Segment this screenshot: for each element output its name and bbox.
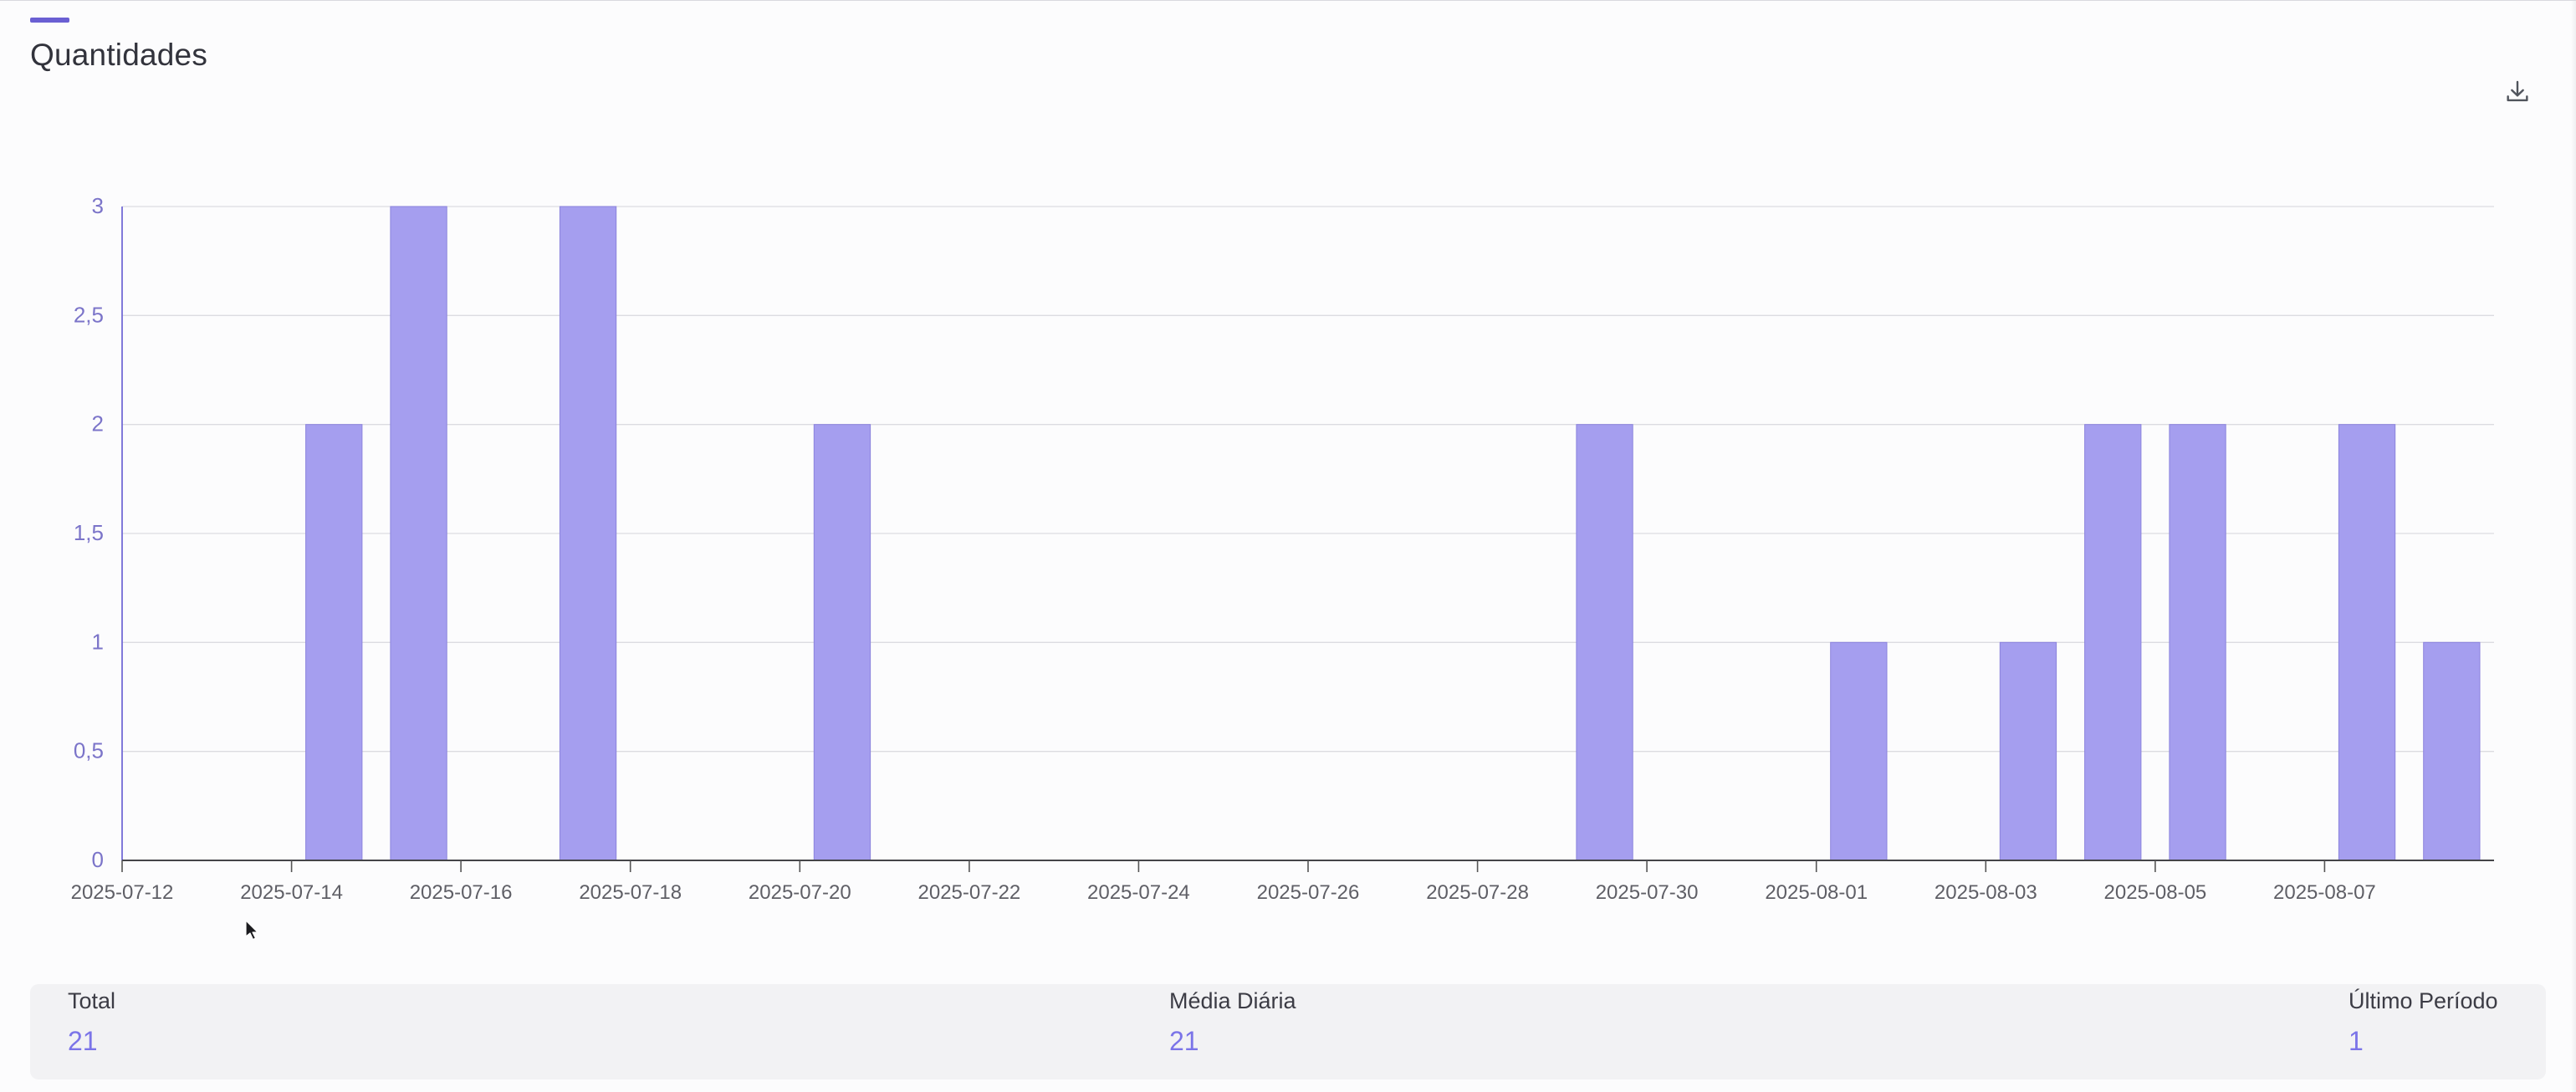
svg-text:2025-08-01: 2025-08-01 [1765,881,1868,904]
svg-text:2025-07-20: 2025-07-20 [749,881,851,904]
svg-text:3: 3 [92,193,104,218]
svg-text:2025-07-30: 2025-07-30 [1596,881,1699,904]
svg-text:2025-07-16: 2025-07-16 [410,881,513,904]
svg-text:2,5: 2,5 [74,302,104,327]
svg-text:2025-08-07: 2025-08-07 [2273,881,2376,904]
svg-text:1,5: 1,5 [74,520,104,545]
svg-text:2025-08-05: 2025-08-05 [2104,881,2207,904]
svg-text:2: 2 [92,411,104,436]
svg-text:2025-07-22: 2025-07-22 [918,881,1021,904]
svg-text:2025-07-26: 2025-07-26 [1257,881,1360,904]
svg-text:2025-07-12: 2025-07-12 [71,881,174,904]
svg-text:2025-07-14: 2025-07-14 [240,881,343,904]
svg-text:1: 1 [92,629,104,654]
svg-text:0,5: 0,5 [74,738,104,763]
svg-text:2025-07-24: 2025-07-24 [1087,881,1190,904]
svg-text:2025-07-28: 2025-07-28 [1426,881,1529,904]
svg-text:2025-08-03: 2025-08-03 [1935,881,2037,904]
svg-text:0: 0 [92,847,104,872]
svg-text:2025-07-18: 2025-07-18 [579,881,682,904]
